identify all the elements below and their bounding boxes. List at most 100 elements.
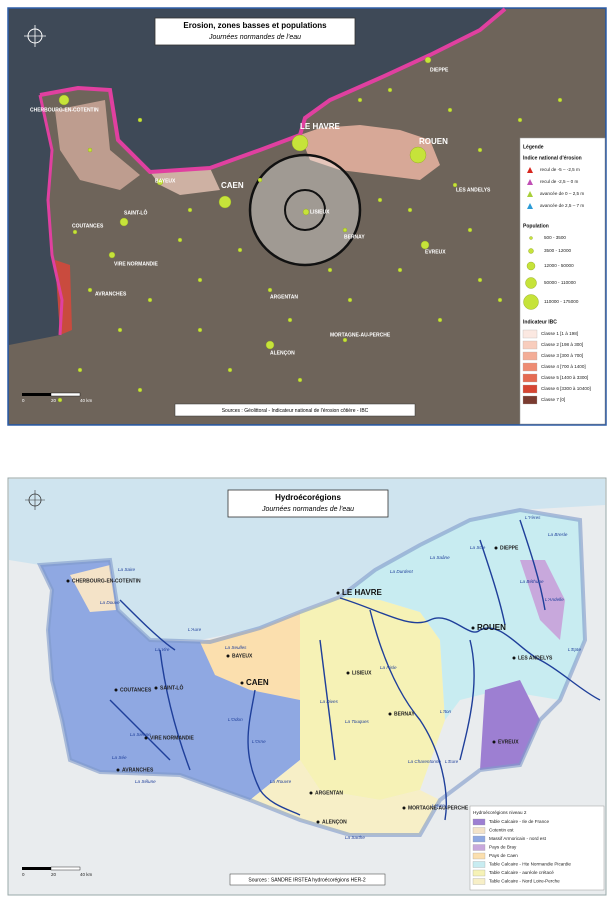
scale-bar xyxy=(50,866,81,871)
city-label: AVRANCHES xyxy=(122,767,154,773)
legend-symbol xyxy=(526,261,536,271)
city-label: LES ANDELYS xyxy=(456,187,491,193)
river-label: La Sélune xyxy=(135,779,156,784)
city-point xyxy=(116,768,120,772)
population-point xyxy=(477,277,483,283)
legend-label: recul de -5 – -2,5 m xyxy=(540,167,580,172)
legend-label: Pays de Bray xyxy=(489,845,517,850)
legend-swatch xyxy=(472,878,486,885)
legend-symbol xyxy=(525,277,537,289)
city-label: BAYEUX xyxy=(232,653,253,659)
population-point xyxy=(291,134,309,152)
legend-label: Massif Armoricain - nord est xyxy=(489,836,547,841)
scale-label: 40 km xyxy=(80,872,93,877)
legend-label: Classe 4 [700 à 1400] xyxy=(541,364,586,369)
population-point xyxy=(397,267,403,273)
city-label: LES ANDELYS xyxy=(518,655,553,661)
legend-swatch xyxy=(522,384,538,394)
population-point xyxy=(477,147,483,153)
population-point xyxy=(227,367,233,373)
city-point xyxy=(492,740,496,744)
city-label: SAINT-LÔ xyxy=(124,208,147,216)
city-label: ROUEN xyxy=(477,623,506,632)
sources-box xyxy=(174,403,416,417)
population-point xyxy=(119,217,129,227)
legend-heading: Indice national d'érosion xyxy=(523,155,582,161)
legend-swatch xyxy=(472,869,486,877)
low-zone xyxy=(150,168,220,195)
river-label: L'Iton xyxy=(440,709,452,714)
population-point xyxy=(557,97,563,103)
map-title: Erosion, zones basses et populations xyxy=(183,21,327,30)
scale-label: 40 km xyxy=(80,398,93,403)
population-point xyxy=(156,178,164,186)
legend-label: 500 - 3500 xyxy=(544,235,566,240)
river-label: La Dives xyxy=(320,699,339,704)
city-label: ARGENTAN xyxy=(315,790,343,796)
population-point xyxy=(267,287,273,293)
city-point xyxy=(240,681,244,685)
city-point xyxy=(66,579,70,583)
population-point xyxy=(117,327,123,333)
river-label: La Béthune xyxy=(520,579,544,584)
compass xyxy=(25,490,45,510)
sources: Sources : Géolittoral - Indicateur natio… xyxy=(222,408,369,414)
river-label: La Seulles xyxy=(225,645,247,650)
population-point xyxy=(87,147,93,153)
city-label: ROUEN xyxy=(419,137,448,146)
population-point xyxy=(77,367,83,373)
city-label: LE HAVRE xyxy=(300,122,341,131)
population-point xyxy=(347,297,353,303)
population-point xyxy=(197,327,203,333)
city-point xyxy=(402,806,406,810)
legend-label: 110000 - 175000 xyxy=(544,299,579,304)
population-point xyxy=(424,56,432,64)
legend-label: Classe 3 [300 à 700] xyxy=(541,353,583,358)
population-point xyxy=(287,317,293,323)
legend-symbol xyxy=(527,179,533,185)
legend: Légende Indice national d'érosion recul de… xyxy=(522,144,591,405)
population-point xyxy=(447,107,453,113)
city-label: CAEN xyxy=(246,678,269,687)
legend-label: Classe 7 [0] xyxy=(541,397,565,402)
legend-symbol xyxy=(523,294,539,310)
legend-swatch xyxy=(522,362,538,372)
city-label: SAINT-LÔ xyxy=(160,683,183,691)
region-massif-armoricain xyxy=(40,560,300,800)
population-point xyxy=(357,97,363,103)
population-point xyxy=(237,247,243,253)
region-nord-loire-perche xyxy=(250,760,440,835)
legend-label: Classe 6 [3300 à 10400] xyxy=(541,386,591,391)
city-label: DIEPPE xyxy=(500,545,519,551)
city-point xyxy=(154,686,158,690)
population-point xyxy=(452,182,458,188)
river-label: L'Aure xyxy=(188,627,202,632)
compass xyxy=(24,25,46,47)
legend-title: Légende xyxy=(523,144,544,150)
city-label: EVREUX xyxy=(498,739,519,745)
population-point xyxy=(497,297,503,303)
river-label: L'Odon xyxy=(228,717,243,722)
population-point xyxy=(58,94,70,106)
scale-bar xyxy=(22,393,51,396)
coast-erosion xyxy=(38,94,64,336)
city-label: CHERBOURG-EN-COTENTIN xyxy=(72,578,141,584)
population-point xyxy=(467,227,473,233)
population-point xyxy=(387,87,393,93)
population-point xyxy=(87,287,93,293)
legend-symbol xyxy=(528,248,534,254)
population-point xyxy=(187,207,193,213)
title-box xyxy=(227,489,389,518)
sources: Sources : SANDRE IRSTEA hydroécorégions … xyxy=(248,877,365,883)
legend-symbol xyxy=(529,236,533,240)
legend-swatch xyxy=(522,395,538,405)
city-point xyxy=(316,820,320,824)
coast-erosion xyxy=(39,7,507,175)
legend-symbol xyxy=(527,191,533,197)
population-point xyxy=(407,207,413,213)
legend-label: Table Calcaire - Nord Loire-Perche xyxy=(489,879,560,884)
city-label: LISIEUX xyxy=(310,209,330,215)
city-label: VIRE NORMANDIE xyxy=(114,261,159,267)
population-point xyxy=(137,117,143,123)
river-label: La Risle xyxy=(380,665,397,670)
